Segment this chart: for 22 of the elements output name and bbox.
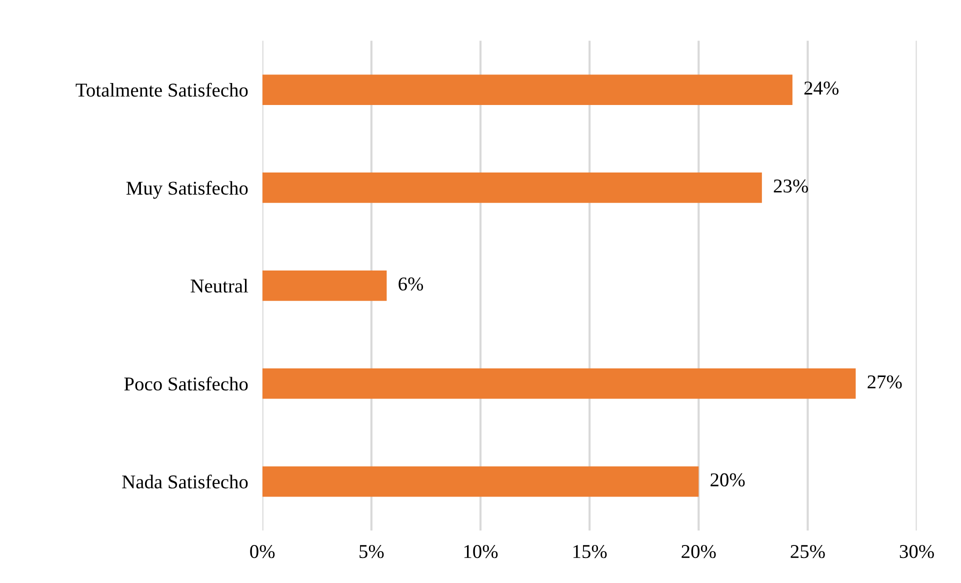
y-tick-label: Nada Satisfecho xyxy=(122,474,248,488)
x-tick-label: 5% xyxy=(360,544,384,558)
bar xyxy=(262,368,856,399)
x-tick-label: 15% xyxy=(573,544,607,558)
data-label: 23% xyxy=(774,179,808,193)
y-tick-label: Totalmente Satisfecho xyxy=(76,82,248,97)
x-tick-label: 0% xyxy=(250,544,275,558)
y-tick-label: Neutral xyxy=(190,278,248,293)
y-tick-label: Poco Satisfecho xyxy=(124,376,248,391)
x-tick-label: 25% xyxy=(790,544,825,558)
data-label: 6% xyxy=(398,277,424,291)
x-tick-label: 20% xyxy=(682,544,716,558)
data-label: 27% xyxy=(868,375,902,389)
bar xyxy=(262,74,792,105)
x-tick-label: 10% xyxy=(464,544,498,558)
bar xyxy=(262,466,699,497)
bar xyxy=(262,270,387,301)
x-tick-label: 30% xyxy=(900,544,934,558)
data-label: 24% xyxy=(804,82,839,95)
bar xyxy=(262,172,762,203)
y-tick-label: Muy Satisfecho xyxy=(126,180,248,199)
data-label: 20% xyxy=(710,473,745,486)
